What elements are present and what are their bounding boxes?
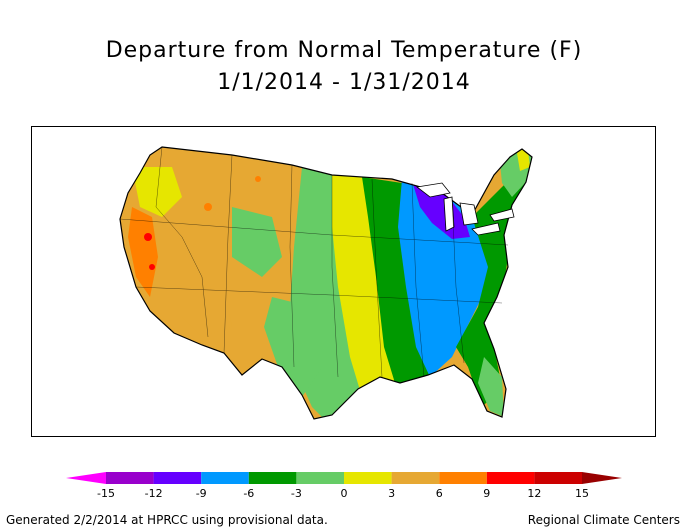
legend-svg: -15 -12 -9 -6 -3 0 3 6 9 12 15 bbox=[66, 472, 622, 500]
legend-swatch bbox=[486, 472, 535, 484]
legend-swatch bbox=[153, 472, 202, 484]
legend-swatch bbox=[201, 472, 249, 484]
legend-swatch bbox=[534, 472, 582, 484]
legend-tick-label: 3 bbox=[388, 487, 395, 500]
legend-swatch bbox=[106, 472, 154, 484]
legend-tick-label: 15 bbox=[575, 487, 589, 500]
legend-tick-label: -3 bbox=[291, 487, 302, 500]
legend-tick-label: -6 bbox=[243, 487, 254, 500]
legend-arrow-right bbox=[582, 472, 622, 484]
legend-swatch bbox=[344, 472, 392, 484]
legend-tick-label: -12 bbox=[145, 487, 163, 500]
legend-tick-label: 12 bbox=[527, 487, 541, 500]
legend-arrow-left bbox=[66, 472, 106, 484]
legend-tick-label: 9 bbox=[483, 487, 490, 500]
legend-tick-label: 0 bbox=[341, 487, 348, 500]
legend-tick-label: 6 bbox=[436, 487, 443, 500]
legend-tick-label: -9 bbox=[196, 487, 207, 500]
footer-credit: Regional Climate Centers bbox=[527, 513, 680, 527]
map-title: Departure from Normal Temperature (F) bbox=[105, 38, 583, 63]
color-legend: -15 -12 -9 -6 -3 0 3 6 9 12 15 bbox=[66, 470, 622, 500]
legend-tick-label: -15 bbox=[97, 487, 115, 500]
legend-swatch bbox=[439, 472, 487, 484]
legend-swatch bbox=[248, 472, 297, 484]
map-date-range: 1/1/2014 - 1/31/2014 bbox=[217, 70, 471, 95]
footer-generated-note: Generated 2/2/2014 at HPRCC using provis… bbox=[6, 513, 328, 527]
us-temperature-map bbox=[119, 146, 533, 420]
legend-swatch bbox=[296, 472, 344, 484]
legend-swatch bbox=[391, 472, 440, 484]
map-frame bbox=[31, 126, 656, 437]
